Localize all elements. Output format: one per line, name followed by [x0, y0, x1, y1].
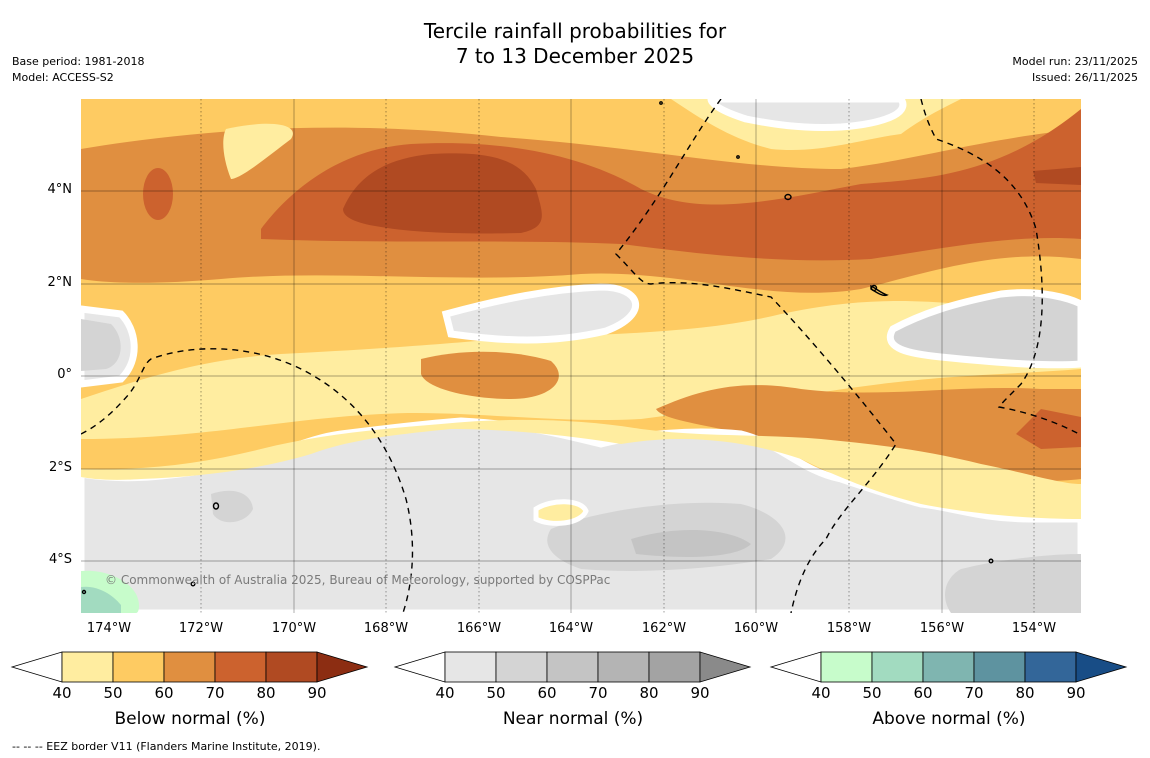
tick-below-60: 60: [154, 684, 174, 702]
tick-near-80: 80: [639, 684, 659, 702]
lon-label-160w: 160°W: [733, 621, 779, 636]
colorbar-above-title: Above normal (%): [872, 709, 1026, 729]
lon-label-164w: 164°W: [548, 621, 594, 636]
lon-label-168w: 168°W: [363, 621, 409, 636]
region-near-central-north: [441, 283, 640, 344]
model-name: Model: ACCESS-S2: [12, 71, 114, 84]
lon-label-154w: 154°W: [1011, 621, 1057, 636]
lon-label-166w: 166°W: [456, 621, 502, 636]
issued-date: Issued: 26/11/2025: [1031, 71, 1138, 84]
tick-above-50: 50: [862, 684, 882, 702]
region-below-60-equator-central: [421, 351, 559, 399]
tick-below-90: 90: [307, 684, 327, 702]
meta-left: Base period: 1981-2018 Model: ACCESS-S2: [12, 54, 144, 86]
region-below-40-south-patch: [533, 499, 589, 526]
lon-label-162w: 162°W: [641, 621, 687, 636]
chart-title: Tercile rainfall probabilities for 7 to …: [0, 19, 1150, 69]
meta-right: Model run: 23/11/2025 Issued: 26/11/2025: [1012, 54, 1138, 86]
tick-below-50: 50: [103, 684, 123, 702]
region-below-70-east: [1016, 409, 1081, 449]
lat-label-4n: 4°N: [47, 182, 73, 197]
model-run: Model run: 23/11/2025: [1012, 55, 1138, 68]
tick-below-70: 70: [205, 684, 225, 702]
region-below-80-north: [343, 153, 542, 234]
region-below-40-northwest: [223, 123, 293, 179]
tick-near-70: 70: [588, 684, 608, 702]
region-above-southwest-50: [81, 586, 121, 613]
region-below-40-central: [81, 301, 1081, 439]
lon-label-156w: 156°W: [919, 621, 965, 636]
tick-near-40: 40: [435, 684, 455, 702]
region-near-north: [707, 99, 907, 131]
lon-label-158w: 158°W: [826, 621, 872, 636]
tick-above-70: 70: [964, 684, 984, 702]
tick-above-80: 80: [1015, 684, 1035, 702]
lat-label-2n: 2°N: [47, 275, 73, 290]
region-near-southwest-50: [211, 490, 253, 523]
copyright-notice: © Commonwealth of Australia 2025, Bureau…: [105, 573, 610, 587]
colorbar-near: [393, 651, 752, 683]
region-near-south-east-50: [945, 554, 1081, 613]
colorbar-below: [10, 651, 369, 683]
colorbars: [10, 651, 1128, 683]
eez-footnote: -- -- -- EEZ border V11 (Flanders Marine…: [12, 740, 321, 753]
lat-label-0: 0°: [57, 367, 72, 382]
tick-near-60: 60: [537, 684, 557, 702]
region-below-80-east: [1033, 167, 1081, 185]
eez-border: [81, 99, 1081, 613]
tick-below-80: 80: [256, 684, 276, 702]
tick-above-60: 60: [913, 684, 933, 702]
tick-near-50: 50: [486, 684, 506, 702]
region-below-60-equator-east: [656, 385, 1081, 482]
lat-label-2s: 2°S: [48, 460, 72, 475]
base-period: Base period: 1981-2018: [12, 55, 145, 68]
lon-label-174w: 174°W: [86, 621, 132, 636]
lon-label-172w: 172°W: [178, 621, 224, 636]
lat-label-4s: 4°S: [48, 552, 72, 567]
probability-map[interactable]: © Commonwealth of Australia 2025, Bureau…: [81, 99, 1081, 613]
tick-above-90: 90: [1066, 684, 1086, 702]
colorbar-above: [769, 651, 1128, 683]
region-near-west-darker: [81, 319, 121, 371]
tick-below-40: 40: [52, 684, 72, 702]
tick-above-40: 40: [811, 684, 831, 702]
region-near-east: [887, 289, 1081, 369]
colorbar-below-title: Below normal (%): [114, 709, 266, 729]
region-near-south-60: [631, 529, 751, 557]
lon-label-170w: 170°W: [271, 621, 317, 636]
tick-near-90: 90: [690, 684, 710, 702]
region-below-40-south: [81, 419, 1081, 519]
title-line-2: 7 to 13 December 2025: [455, 44, 695, 68]
colorbar-near-title: Near normal (%): [502, 709, 644, 729]
region-below-70-spot: [143, 168, 173, 220]
graticule-major: [81, 99, 1081, 613]
islands: [81, 101, 994, 595]
title-line-1: Tercile rainfall probabilities for: [423, 19, 727, 43]
